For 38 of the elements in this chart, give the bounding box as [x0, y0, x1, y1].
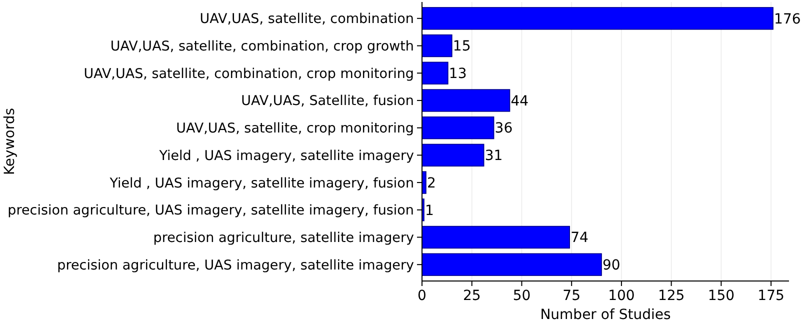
bar — [422, 7, 774, 30]
x-tick-label: 175 — [758, 288, 784, 304]
data-label: 44 — [510, 93, 529, 110]
x-tick-label: 50 — [512, 288, 531, 304]
y-tick-label: Yield , UAS imagery, satellite imagery, fusion — [108, 175, 414, 192]
x-tick-label: 150 — [708, 288, 735, 304]
x-tick-label: 0 — [418, 288, 426, 304]
y-tick-label: UAV,UAS, satellite, combination — [200, 11, 414, 28]
y-tick-label: UAV,UAS, satellite, combination, crop growth — [110, 38, 414, 54]
data-label: 2 — [426, 175, 436, 192]
bar — [422, 34, 452, 58]
y-tick-label: precision agriculture, satellite imagery — [153, 230, 414, 246]
bar — [422, 89, 510, 112]
data-label: 74 — [570, 230, 589, 246]
data-label: 36 — [494, 120, 513, 137]
data-label: 176 — [774, 11, 801, 28]
y-tick-label: UAV,UAS, Satellite, fusion — [241, 93, 414, 110]
x-tick-label: 75 — [562, 288, 581, 304]
y-tick-label: UAV,UAS, satellite, crop monitoring — [176, 120, 414, 137]
data-label: 90 — [602, 257, 620, 274]
bar — [422, 144, 484, 167]
y-tick-label: UAV,UAS, satellite, combination, crop monitoring — [84, 66, 414, 82]
data-label: 31 — [484, 148, 503, 164]
y-axis-title: Keywords — [2, 108, 18, 176]
bar — [422, 253, 602, 276]
x-axis-title: Number of Studies — [540, 307, 671, 323]
data-label: 13 — [448, 66, 467, 82]
x-tick-label: 100 — [608, 288, 635, 304]
bar — [422, 226, 570, 249]
x-tick-label: 125 — [658, 288, 685, 304]
x-tick-label: 25 — [462, 288, 481, 304]
y-tick-label: precision agriculture, UAS imagery, satellite imagery — [57, 257, 414, 274]
data-label: 15 — [452, 38, 471, 55]
data-label: 1 — [424, 202, 434, 219]
bar — [422, 116, 494, 140]
bar — [422, 62, 448, 84]
y-tick-label: precision agriculture, UAS imagery, satellite imagery, fusion — [8, 202, 414, 219]
y-tick-label: Yield , UAS imagery, satellite imagery — [158, 148, 414, 164]
